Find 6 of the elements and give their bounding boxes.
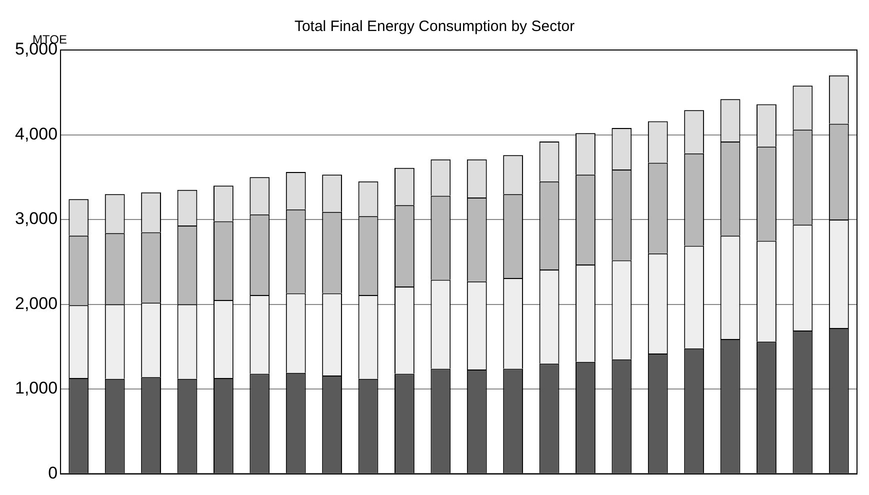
y-tick-label: 4,000 xyxy=(14,124,58,144)
y-tick-label: 0 xyxy=(48,463,58,482)
chart-title: Total Final Energy Consumption by Sector xyxy=(294,18,575,36)
y-tick-label: 2,000 xyxy=(14,294,58,313)
y-tick-label: 1,000 xyxy=(14,378,58,398)
y-tick-label: 3,000 xyxy=(14,209,58,228)
